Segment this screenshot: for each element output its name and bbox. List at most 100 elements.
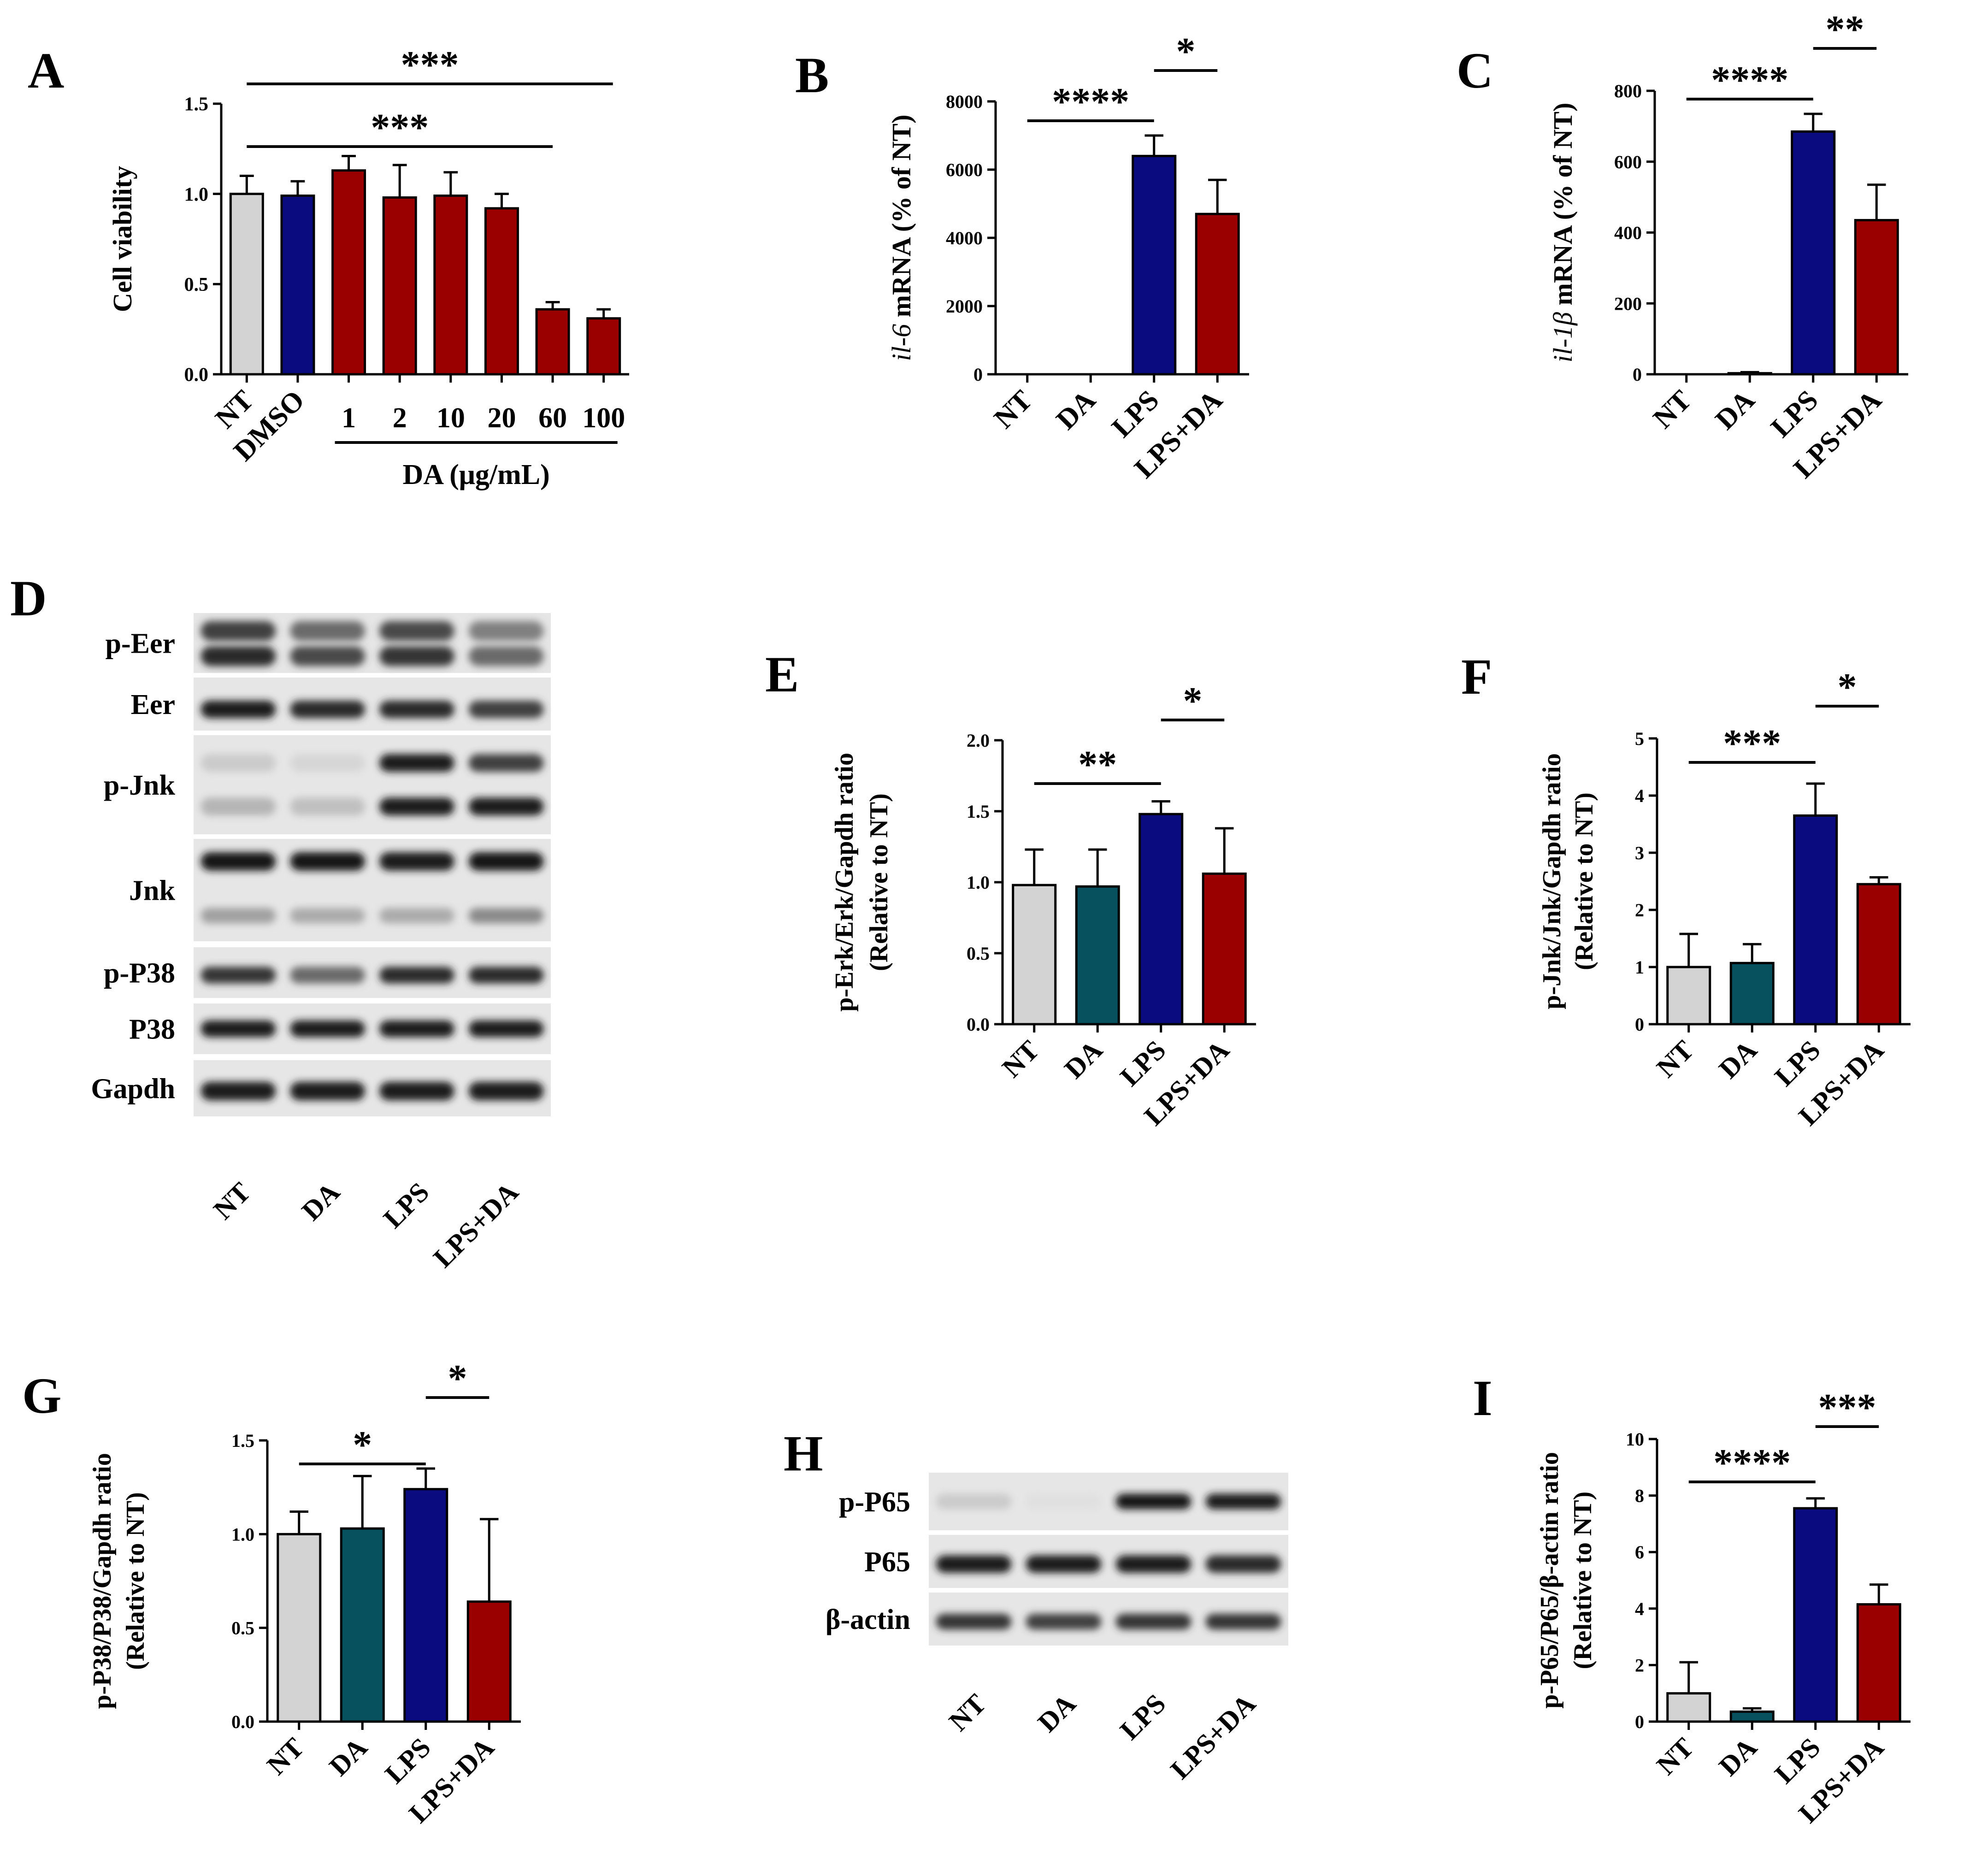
blot-band bbox=[1115, 1493, 1191, 1510]
blot-band bbox=[201, 621, 276, 641]
blot-row-label: p-P38 bbox=[104, 958, 175, 989]
y-tick-label: 600 bbox=[1614, 152, 1642, 172]
blot-row-label: P65 bbox=[864, 1546, 910, 1578]
y-axis-label-gene: il-1β bbox=[1548, 312, 1578, 363]
bar-lps bbox=[1793, 1507, 1838, 1723]
blot-band bbox=[468, 621, 544, 641]
bar-dmso bbox=[280, 195, 315, 376]
blot-band bbox=[201, 1020, 276, 1038]
y-tick-label: 8000 bbox=[946, 91, 983, 112]
significance-stars: ** bbox=[1826, 8, 1864, 51]
blot-band bbox=[468, 1020, 544, 1038]
panel-label: I bbox=[1473, 1370, 1492, 1426]
y-axis-label-rest: mRNA (% of NT) bbox=[886, 115, 916, 324]
blot-row-label: Gapdh bbox=[91, 1074, 175, 1105]
blot-band bbox=[290, 754, 365, 772]
blot-band bbox=[936, 1614, 1012, 1630]
blot-band bbox=[290, 967, 365, 984]
blot-band bbox=[201, 852, 276, 871]
panel-label: D bbox=[10, 570, 47, 626]
blot-row-p65 bbox=[929, 1535, 1288, 1588]
y-axis-label: p-Jnk/Jnk/Gapdh ratio bbox=[1538, 753, 1566, 1009]
x-category-label: DA bbox=[323, 1732, 373, 1782]
panel-label: G bbox=[22, 1368, 62, 1424]
y-axis-label-rest: mRNA (% of NT) bbox=[1548, 103, 1578, 312]
y-axis-label: il-6 mRNA (% of NT) bbox=[886, 115, 916, 361]
panel-e-perk-chart: E 0.00.51.01.52.0NT DA LPSLPS+DAp-Erk/Erk/… bbox=[765, 646, 1256, 1131]
blot-row-label: p-Eer bbox=[105, 628, 175, 660]
bar-nt bbox=[1666, 1692, 1711, 1723]
x-category-label: LPS bbox=[1769, 1732, 1826, 1789]
panel-label: A bbox=[28, 42, 64, 99]
y-axis-label: p-P38/P38/Gapdh ratio bbox=[88, 1453, 117, 1709]
blot-row-jnk bbox=[194, 839, 551, 941]
bar-da bbox=[340, 1527, 385, 1723]
panel-label: E bbox=[765, 646, 799, 702]
blot-band bbox=[201, 754, 276, 772]
y-axis-label: p-P65/P65/β-actin ratio bbox=[1535, 1452, 1564, 1709]
blot-band bbox=[468, 754, 544, 772]
y-tick-label: 3 bbox=[1635, 843, 1644, 863]
significance-stars: * bbox=[1176, 30, 1196, 73]
significance-stars: ** bbox=[1078, 743, 1117, 786]
blot-band bbox=[1026, 1493, 1102, 1510]
bar-lps-da bbox=[1195, 212, 1240, 376]
significance-stars: * bbox=[1838, 666, 1857, 708]
bar-lps bbox=[403, 1488, 448, 1723]
blot-band bbox=[201, 1081, 276, 1101]
x-category-label: NT bbox=[996, 1035, 1045, 1084]
blot-lane-label: LPS+DA bbox=[427, 1177, 524, 1274]
y-axis-label-line2: (Relative to NT) bbox=[1570, 792, 1598, 970]
blot-band bbox=[379, 621, 454, 641]
y-tick-label: 1.0 bbox=[184, 184, 209, 205]
blot-row-p38 bbox=[194, 1003, 551, 1054]
y-tick-label: 400 bbox=[1614, 223, 1642, 243]
blot-lane-label: LPS bbox=[1114, 1688, 1171, 1746]
bar-10 bbox=[433, 195, 468, 376]
bar-lps bbox=[1138, 813, 1184, 1026]
y-tick-label: 0 bbox=[1635, 1711, 1644, 1732]
bar-da bbox=[1729, 962, 1775, 1026]
blot-band bbox=[468, 908, 544, 924]
x-category-label: 100 bbox=[582, 402, 625, 434]
blot-lane-label: LPS+DA bbox=[1165, 1688, 1262, 1785]
blot-band bbox=[290, 852, 365, 871]
y-tick-label: 0 bbox=[1635, 1014, 1644, 1035]
bar-60 bbox=[535, 308, 570, 376]
blot-row--actin bbox=[929, 1593, 1288, 1646]
significance-stars: **** bbox=[1711, 59, 1788, 101]
blot-band bbox=[468, 701, 544, 718]
panel-label: H bbox=[784, 1425, 823, 1481]
significance-stars: * bbox=[353, 1423, 372, 1466]
blot-lane-label: LPS bbox=[377, 1177, 435, 1234]
y-tick-label: 5 bbox=[1635, 728, 1644, 749]
y-tick-label: 0.0 bbox=[184, 365, 209, 386]
blot-band bbox=[379, 1081, 454, 1101]
blot-band bbox=[1115, 1555, 1191, 1573]
y-tick-label: 0.5 bbox=[231, 1618, 254, 1639]
blot-background bbox=[194, 735, 551, 834]
blot-band bbox=[379, 908, 454, 924]
blot-band bbox=[936, 1493, 1012, 1510]
x-category-label: LPS bbox=[1114, 1035, 1171, 1092]
bar-lps bbox=[1132, 154, 1177, 376]
bar-lps bbox=[1793, 814, 1838, 1026]
significance-stars: *** bbox=[1723, 722, 1781, 765]
bar-lps-da bbox=[1856, 1603, 1901, 1723]
blot-band bbox=[290, 1020, 365, 1038]
bar-1 bbox=[331, 169, 366, 376]
y-tick-label: 1.5 bbox=[231, 1430, 254, 1451]
blot-row-label: p-Jnk bbox=[104, 770, 176, 801]
blot-band bbox=[468, 1081, 544, 1101]
blot-band bbox=[1115, 1614, 1191, 1630]
y-axis-label: il-1β mRNA (% of NT) bbox=[1548, 103, 1578, 363]
blot-lane-label: NT bbox=[943, 1688, 992, 1737]
blot-band bbox=[379, 1020, 454, 1038]
y-tick-label: 0 bbox=[973, 364, 983, 385]
x-category-label: DA bbox=[1710, 384, 1761, 436]
blot-lane-label: NT bbox=[207, 1177, 256, 1226]
